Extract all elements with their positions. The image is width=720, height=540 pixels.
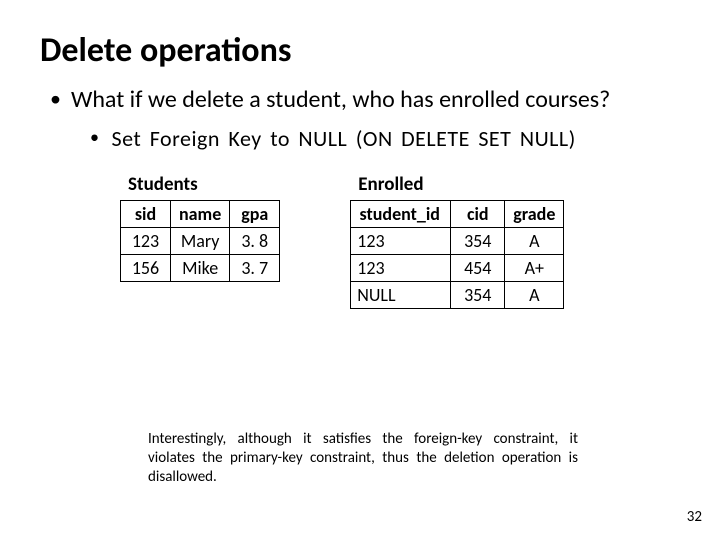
cell: 123 — [121, 227, 171, 254]
bullet-l2-text: Set Foreign Key to NULL (ON DELETE SET N… — [111, 125, 575, 153]
bullet-l1-text: What if we delete a student, who has enr… — [71, 85, 610, 115]
cell: Mary — [171, 227, 230, 254]
enrolled-table: student_id cid grade 123 354 A 123 454 A… — [350, 200, 564, 309]
enrolled-caption: Enrolled — [358, 173, 564, 196]
cell: NULL — [351, 281, 451, 308]
col-header: gpa — [230, 200, 280, 227]
cell: 156 — [121, 254, 171, 281]
bullet-level-2: • Set Foreign Key to NULL (ON DELETE SET… — [90, 125, 680, 153]
col-header: cid — [451, 200, 505, 227]
table-header-row: sid name gpa — [121, 200, 280, 227]
tables-row: Students sid name gpa 123 Mary 3. 8 156 … — [120, 173, 680, 309]
students-caption: Students — [128, 173, 280, 196]
cell: 3. 8 — [230, 227, 280, 254]
table-row: 123 454 A+ — [351, 254, 564, 281]
cell: 3. 7 — [230, 254, 280, 281]
bullet-dot-icon: • — [50, 85, 61, 113]
cell: Mike — [171, 254, 230, 281]
col-header: grade — [505, 200, 564, 227]
page-number: 32 — [687, 508, 702, 526]
cell: 354 — [451, 227, 505, 254]
cell: A — [505, 227, 564, 254]
table-header-row: student_id cid grade — [351, 200, 564, 227]
footnote: Interestingly, although it satisfies the… — [148, 430, 578, 486]
slide-title: Delete operations — [40, 30, 680, 71]
table-row: 156 Mike 3. 7 — [121, 254, 280, 281]
cell: 123 — [351, 254, 451, 281]
table-row: 123 Mary 3. 8 — [121, 227, 280, 254]
cell: 354 — [451, 281, 505, 308]
table-row: 123 354 A — [351, 227, 564, 254]
table-row: NULL 354 A — [351, 281, 564, 308]
students-table: sid name gpa 123 Mary 3. 8 156 Mike 3. 7 — [120, 200, 280, 282]
enrolled-table-block: Enrolled student_id cid grade 123 354 A … — [350, 173, 564, 309]
slide: Delete operations • What if we delete a … — [0, 0, 720, 540]
col-header: name — [171, 200, 230, 227]
bullet-level-1: • What if we delete a student, who has e… — [50, 85, 680, 115]
cell: A+ — [505, 254, 564, 281]
col-header: student_id — [351, 200, 451, 227]
cell: 454 — [451, 254, 505, 281]
students-table-block: Students sid name gpa 123 Mary 3. 8 156 … — [120, 173, 280, 309]
bullet-dot-icon: • — [90, 125, 99, 150]
cell: 123 — [351, 227, 451, 254]
col-header: sid — [121, 200, 171, 227]
cell: A — [505, 281, 564, 308]
